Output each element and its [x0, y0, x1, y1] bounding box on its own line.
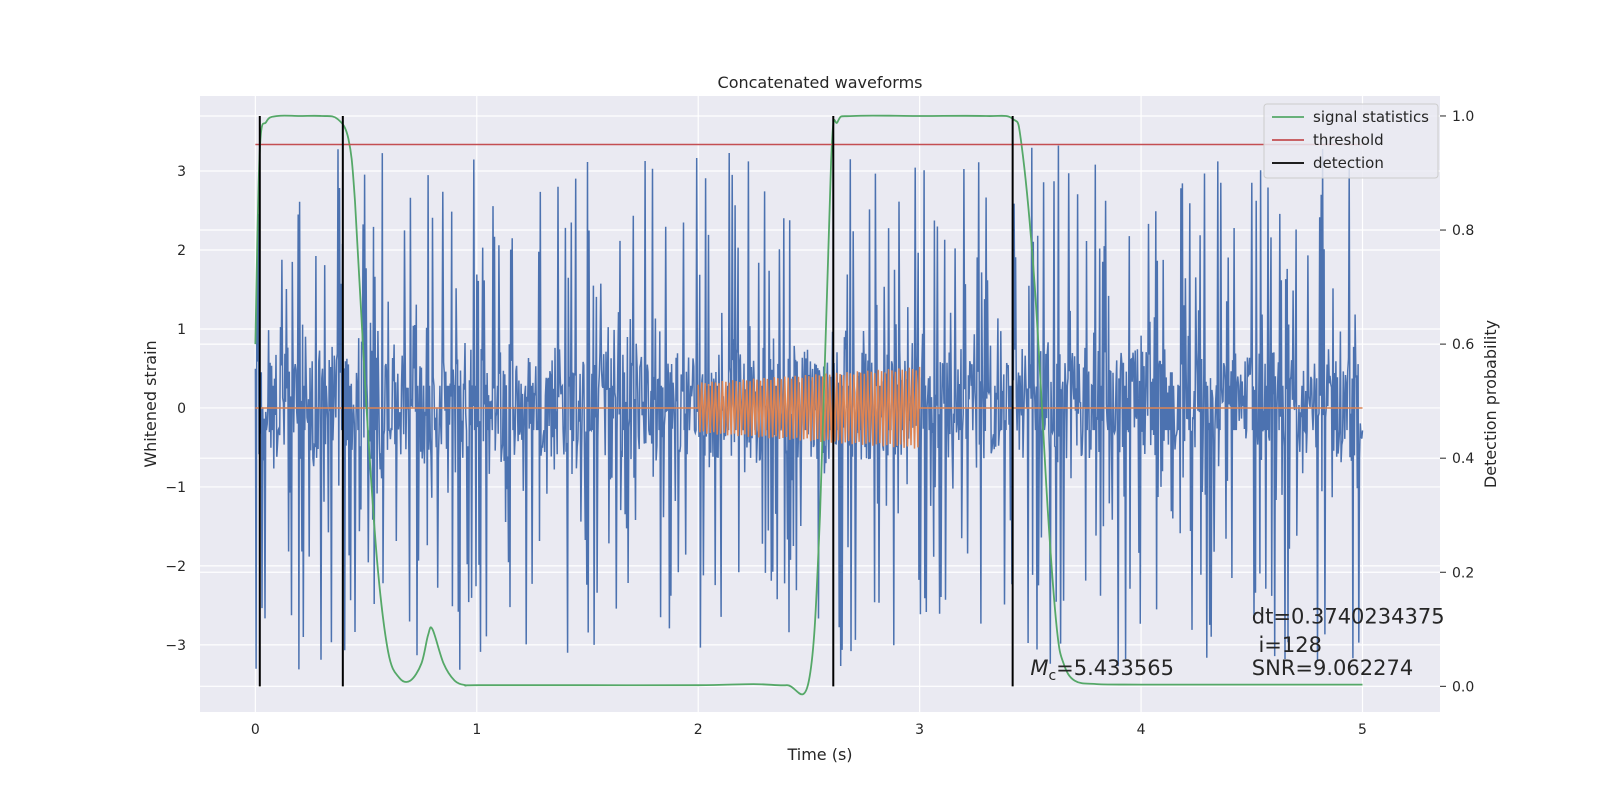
- x-axis-ticks: 0 1 2 3 4 5: [251, 722, 1367, 738]
- y-left-tick-label: 3: [177, 164, 186, 180]
- y-left-tick-label: −3: [165, 638, 186, 654]
- y-left-tick-label: 1: [177, 322, 186, 338]
- annotation-dt: dt=0.3740234375: [1252, 605, 1445, 629]
- x-tick-label: 1: [472, 722, 481, 738]
- x-tick-label: 4: [1137, 722, 1146, 738]
- y-left-axis-ticks: 3 2 1 0 −1 −2 −3: [165, 164, 186, 654]
- legend-label-signal-statistics: signal statistics: [1313, 108, 1429, 126]
- x-tick-label: 3: [915, 722, 924, 738]
- y-right-tick-label: 0.4: [1452, 451, 1474, 467]
- legend: signal statistics threshold detection: [1263, 103, 1439, 179]
- y-right-tick-label: 0.6: [1452, 337, 1474, 353]
- noise-strain-series: [254, 145, 1364, 670]
- x-tick-label: 0: [251, 722, 260, 738]
- injected-waveform-series: [255, 366, 1363, 449]
- y-left-tick-label: −1: [165, 480, 186, 496]
- x-tick-label: 2: [694, 722, 703, 738]
- signal-statistics-series: [254, 114, 1363, 696]
- y-left-axis-label: Whitened strain: [141, 340, 160, 467]
- legend-label-threshold: threshold: [1313, 131, 1384, 149]
- detection-lines: [258, 115, 1014, 687]
- legend-label-detection: detection: [1313, 154, 1384, 172]
- y-left-tick-label: 2: [177, 243, 186, 259]
- x-tick-label: 5: [1358, 722, 1367, 738]
- annotation-mc-subscript: c: [1048, 668, 1056, 684]
- x-axis-label: Time (s): [786, 745, 852, 764]
- y-right-tick-label: 1.0: [1452, 109, 1474, 125]
- annotation-index: i=128: [1252, 633, 1322, 657]
- annotation-chirp-mass: Mc=5.433565: [1030, 656, 1174, 684]
- y-right-tick-label: 0.2: [1452, 565, 1474, 581]
- y-left-tick-label: 0: [177, 401, 186, 417]
- y-right-axis-label: Detection probability: [1481, 320, 1500, 488]
- annotation-mc-value: =5.433565: [1056, 656, 1174, 680]
- chart-title: Concatenated waveforms: [718, 73, 923, 92]
- annotation-mc-symbol: M: [1030, 656, 1048, 680]
- y-left-tick-label: −2: [165, 559, 186, 575]
- y-right-tick-label: 0.0: [1452, 679, 1474, 695]
- y-right-axis-ticks: 1.0 0.8 0.6 0.4 0.2 0.0: [1440, 109, 1474, 695]
- legend-box: [1263, 103, 1439, 179]
- annotation-snr: SNR=9.062274: [1252, 656, 1413, 680]
- y-right-tick-label: 0.8: [1452, 223, 1474, 239]
